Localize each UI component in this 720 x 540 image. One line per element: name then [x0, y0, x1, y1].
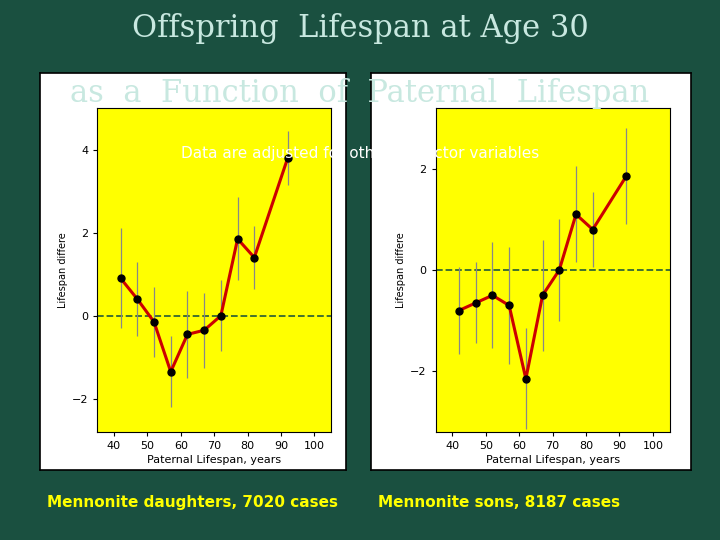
- Text: Data are adjusted for other predictor variables: Data are adjusted for other predictor va…: [181, 146, 539, 161]
- Y-axis label: Lifespan differe: Lifespan differe: [396, 232, 406, 308]
- X-axis label: Paternal Lifespan, years: Paternal Lifespan, years: [485, 455, 620, 465]
- Text: Mennonite sons, 8187 cases: Mennonite sons, 8187 cases: [378, 495, 620, 510]
- Y-axis label: Lifespan differe: Lifespan differe: [58, 232, 68, 308]
- Text: as  a  Function  of  Paternal  Lifespan: as a Function of Paternal Lifespan: [71, 78, 649, 109]
- Text: Mennonite daughters, 7020 cases: Mennonite daughters, 7020 cases: [47, 495, 338, 510]
- Text: Offspring  Lifespan at Age 30: Offspring Lifespan at Age 30: [132, 14, 588, 44]
- X-axis label: Paternal Lifespan, years: Paternal Lifespan, years: [147, 455, 282, 465]
